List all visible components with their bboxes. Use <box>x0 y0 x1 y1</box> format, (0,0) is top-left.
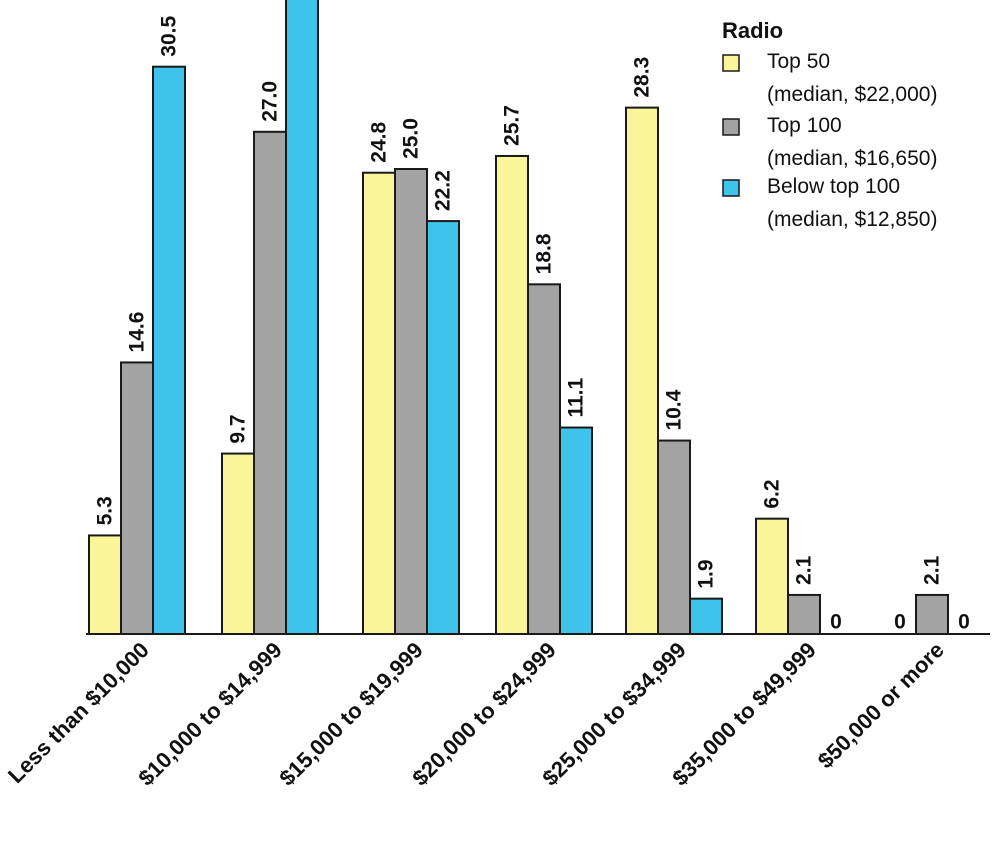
legend-label-top-50: Top 50 <box>767 50 830 73</box>
value-label-below-top-100-6: 0 <box>958 611 970 634</box>
bar-below-top-100-3 <box>559 426 593 636</box>
value-label-top-100-1: 27.0 <box>259 81 282 122</box>
value-label-top-100-2: 25.0 <box>400 118 423 159</box>
category-label-1: $10,000 to $14,999 <box>133 637 286 790</box>
bar-below-top-100-4 <box>689 597 723 635</box>
category-label-0: Less than $10,000 <box>3 637 154 788</box>
value-label-top-50-6: 0 <box>894 611 906 634</box>
value-label-top-100-4: 10.4 <box>663 389 686 430</box>
bar-below-top-100-2 <box>426 220 460 636</box>
category-label-3: $20,000 to $24,999 <box>407 637 560 790</box>
legend-swatch-below-top-100 <box>722 179 740 197</box>
bar-top-100-3 <box>527 283 561 635</box>
legend-sub-below-top-100: (median, $12,850) <box>767 208 937 231</box>
value-label-below-top-100-2: 22.2 <box>432 170 455 211</box>
legend-label-below-top-100: Below top 100 <box>767 175 900 198</box>
bar-top-100-6 <box>915 593 949 636</box>
value-label-top-100-5: 2.1 <box>793 555 816 585</box>
value-label-top-50-1: 9.7 <box>227 414 250 443</box>
bar-top-50-2 <box>362 171 396 635</box>
value-label-top-100-3: 18.8 <box>533 233 556 274</box>
legend-sub-top-50: (median, $22,000) <box>767 83 937 106</box>
value-label-top-50-0: 5.3 <box>94 496 117 525</box>
value-label-top-100-0: 14.6 <box>126 312 149 353</box>
bar-top-100-4 <box>657 439 691 635</box>
bar-top-100-0 <box>120 361 154 635</box>
value-label-below-top-100-4: 1.9 <box>695 559 718 588</box>
value-label-top-100-6: 2.1 <box>921 555 944 585</box>
legend-label-top-100: Top 100 <box>767 114 842 137</box>
bar-below-top-100-0 <box>152 65 186 635</box>
value-label-top-50-3: 25.7 <box>501 105 524 146</box>
value-label-top-50-5: 6.2 <box>761 479 784 508</box>
value-label-below-top-100-0: 30.5 <box>158 16 181 57</box>
bar-below-top-100-1 <box>285 0 319 635</box>
legend-sub-top-100: (median, $16,650) <box>767 147 937 170</box>
value-label-below-top-100-3: 11.1 <box>565 378 588 418</box>
bars-group <box>88 0 949 636</box>
bar-top-50-5 <box>755 517 789 635</box>
legend-title: Radio <box>722 18 783 43</box>
legend-swatch-top-50 <box>722 54 740 72</box>
value-label-top-50-4: 28.3 <box>631 57 654 98</box>
bar-top-50-0 <box>88 534 122 635</box>
value-labels-group: 5.314.630.59.727.034.324.825.022.225.718… <box>94 16 970 634</box>
value-label-below-top-100-5: 0 <box>830 611 842 634</box>
bar-top-100-5 <box>787 593 821 636</box>
legend-swatch-top-100 <box>722 118 740 136</box>
category-label-4: $25,000 to $34,999 <box>537 637 690 790</box>
legend: Radio Top 50 (median, $22,000) Top 100 (… <box>722 18 937 231</box>
value-label-top-50-2: 24.8 <box>368 122 391 163</box>
bar-top-50-1 <box>221 452 255 635</box>
bar-top-50-3 <box>495 154 529 635</box>
category-label-5: $35,000 to $49,999 <box>667 637 820 790</box>
bar-top-50-4 <box>625 106 659 636</box>
category-label-2: $15,000 to $19,999 <box>274 637 427 790</box>
category-label-6: $50,000 or more <box>813 637 949 773</box>
bar-top-100-1 <box>253 130 287 636</box>
category-labels-group: Less than $10,000$10,000 to $14,999$15,0… <box>3 637 949 790</box>
bar-top-100-2 <box>394 168 428 635</box>
